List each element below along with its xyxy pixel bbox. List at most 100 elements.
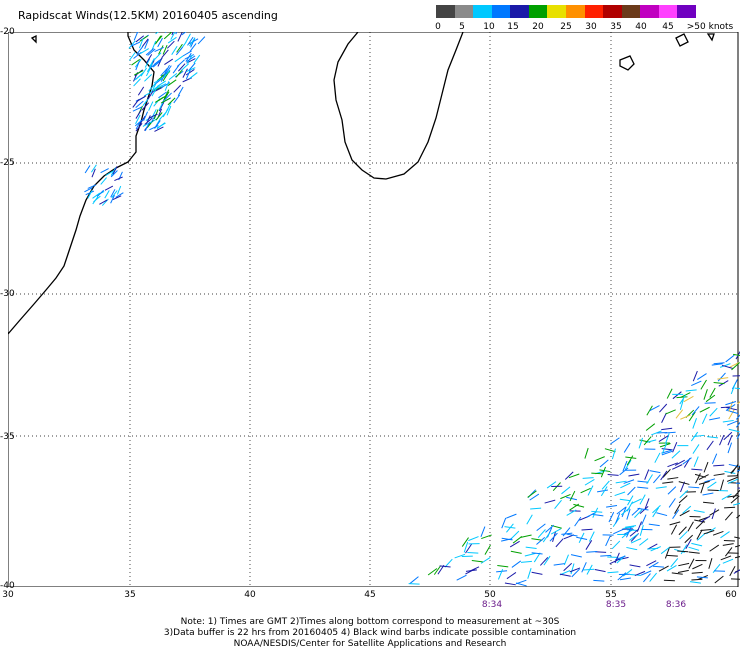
wind-barb [104,190,110,199]
wind-barb [621,506,627,518]
wind-barb [576,536,588,540]
wind-barb [146,63,154,73]
wind-barb [619,498,631,502]
wind-barb [648,523,660,527]
wind-barb [703,501,715,504]
wind-barb [629,533,639,541]
wind-barb [480,526,486,537]
wind-speed-legend: 0 5 10 15 20 25 30 35 40 45 >50 knots [435,5,736,35]
wind-barb [614,552,620,564]
wind-barb [176,59,185,67]
wind-barb [626,546,638,551]
wind-barb [624,459,632,470]
wind-barb [461,537,469,547]
wind-barb [481,534,492,540]
legend-label: 25 [560,22,572,32]
wind-barb [719,434,725,446]
wind-barb [700,515,711,523]
wind-barb [177,86,184,96]
lon-label: 55 [605,590,617,600]
wind-barb [163,69,171,78]
wind-barb [641,514,647,525]
wind-barb [554,499,562,509]
wind-barb [631,507,641,516]
wind-barb [144,39,149,50]
wind-barb [679,510,690,517]
wind-barb [155,112,163,121]
wind-barb [664,547,670,559]
wind-barb [506,571,517,580]
wind-barb [658,565,669,572]
wind-barb [189,38,199,45]
wind-barb [687,521,694,532]
wind-barb [615,513,621,524]
wind-barb [614,491,626,497]
wind-barb [189,72,198,80]
wind-barb [189,43,197,52]
wind-barb [700,528,712,531]
wind-barb [562,527,571,537]
wind-barb [569,567,581,573]
wind-barb [645,439,657,444]
wind-barb [144,121,151,132]
legend-swatch [677,5,697,18]
wind-barb [627,486,636,496]
legend-label: 30 [585,22,597,32]
wind-barb [112,166,118,175]
wind-barb [433,565,442,575]
wind-barb [625,456,637,459]
wind-barb [634,509,643,518]
wind-barb [630,538,642,544]
wind-barb [702,492,714,496]
wind-barb [647,543,658,550]
wind-barb [85,190,95,196]
lat-label: -20 [0,27,15,37]
lon-label: 40 [244,590,256,600]
wind-barb [161,49,169,58]
wind-barb [713,473,725,476]
wind-barb [139,35,149,42]
wind-barb [157,57,163,67]
wind-barb [110,170,118,178]
wind-barb [713,362,725,365]
lon-label: 50 [484,590,496,600]
madagascar-coastline [333,32,464,180]
legend-swatch [528,5,548,18]
wind-barb [726,407,738,411]
wind-barb [671,572,683,575]
wind-barb [726,476,738,482]
wind-barb [619,467,629,476]
wind-barb [146,54,153,64]
wind-barb [711,363,723,366]
wind-barb [664,433,670,444]
wind-barb [697,373,707,381]
wind-barb [158,45,164,55]
wind-barb [700,482,705,494]
wind-barb [680,544,688,555]
footnote-line: NOAA/NESDIS/Center for Satellite Applica… [233,639,507,649]
wind-barb [105,170,114,177]
wind-barb [92,192,101,199]
wind-barb [672,464,683,470]
wind-barb [708,558,713,569]
wind-barb [164,64,170,75]
wind-barb [582,477,594,479]
wind-barb [735,545,740,548]
wind-barb [660,470,668,481]
wind-barb [732,489,740,499]
wind-barb [585,540,593,550]
wind-barb [649,405,660,412]
wind-barb [484,544,491,555]
wind-barb [654,452,661,463]
wind-barb [587,485,594,496]
wind-barb [736,514,740,519]
wind-barb [663,579,675,582]
wind-barb [510,550,522,554]
wind-barb [149,125,159,131]
legend-label: 0 [435,22,441,32]
wind-barb [682,457,692,465]
wind-barb [167,79,177,86]
wind-barb [561,532,573,535]
wind-barb [713,464,725,467]
wind-barb [132,106,143,112]
